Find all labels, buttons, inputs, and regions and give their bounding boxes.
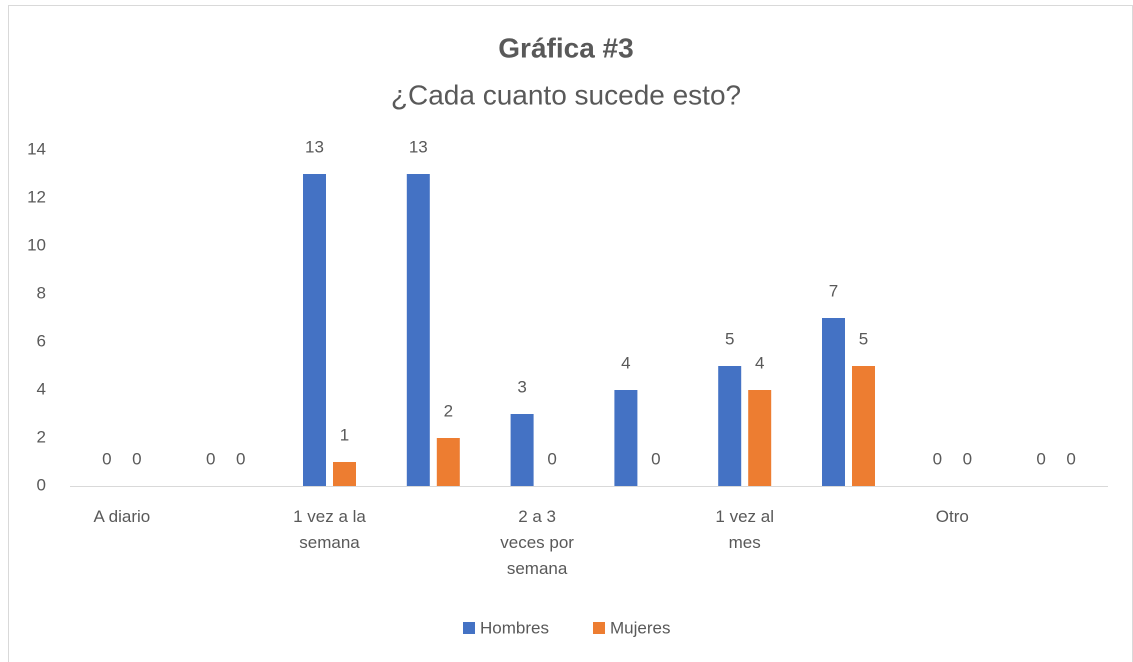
y-tick-label: 0 bbox=[37, 475, 46, 494]
data-label: 0 bbox=[236, 449, 245, 468]
x-tick-label: 2 a 3 veces por semana bbox=[500, 507, 574, 578]
bar bbox=[852, 366, 875, 486]
data-label: 1 bbox=[340, 425, 349, 444]
x-tick-label: A diario bbox=[94, 507, 151, 526]
data-label: 7 bbox=[829, 281, 838, 300]
data-label: 4 bbox=[621, 353, 630, 372]
data-label: 0 bbox=[547, 449, 556, 468]
bar bbox=[333, 462, 356, 486]
data-label: 4 bbox=[755, 353, 764, 372]
y-tick-label: 6 bbox=[37, 331, 46, 350]
data-label: 0 bbox=[651, 449, 660, 468]
bar bbox=[406, 174, 430, 486]
legend-label: Mujeres bbox=[610, 618, 670, 637]
legend-swatch bbox=[593, 622, 605, 634]
bar bbox=[748, 390, 772, 486]
data-label: 5 bbox=[725, 329, 734, 348]
data-label: 0 bbox=[963, 449, 972, 468]
data-label: 5 bbox=[859, 329, 868, 348]
bar bbox=[436, 438, 460, 486]
y-tick-label: 14 bbox=[27, 139, 46, 158]
legend-label: Hombres bbox=[480, 618, 549, 637]
x-tick-label: Otro bbox=[936, 507, 969, 526]
bar bbox=[718, 366, 742, 486]
data-label: 0 bbox=[206, 449, 215, 468]
chart-title: Gráfica #3 bbox=[498, 32, 633, 63]
x-tick-label: 1 vez a la semana bbox=[293, 507, 366, 552]
legend-swatch bbox=[463, 622, 475, 634]
data-label: 3 bbox=[517, 377, 526, 396]
data-label: 13 bbox=[305, 137, 324, 156]
bar bbox=[303, 174, 326, 486]
data-label: 2 bbox=[444, 401, 453, 420]
y-tick-label: 4 bbox=[37, 379, 46, 398]
data-label: 0 bbox=[102, 449, 111, 468]
y-tick-label: 12 bbox=[27, 187, 46, 206]
data-label: 0 bbox=[1066, 449, 1075, 468]
data-label: 0 bbox=[1036, 449, 1045, 468]
y-tick-label: 10 bbox=[27, 235, 46, 254]
bar bbox=[510, 414, 534, 486]
data-label: 0 bbox=[933, 449, 942, 468]
bar bbox=[822, 318, 845, 486]
data-label: 0 bbox=[132, 449, 141, 468]
data-label: 13 bbox=[409, 137, 428, 156]
chart-frame bbox=[8, 5, 1133, 662]
y-tick-label: 2 bbox=[37, 427, 46, 446]
bar bbox=[614, 390, 638, 486]
y-tick-label: 8 bbox=[37, 283, 46, 302]
x-tick-label: 1 vez al mes bbox=[715, 507, 774, 552]
chart-subtitle: ¿Cada cuanto sucede esto? bbox=[391, 79, 741, 110]
